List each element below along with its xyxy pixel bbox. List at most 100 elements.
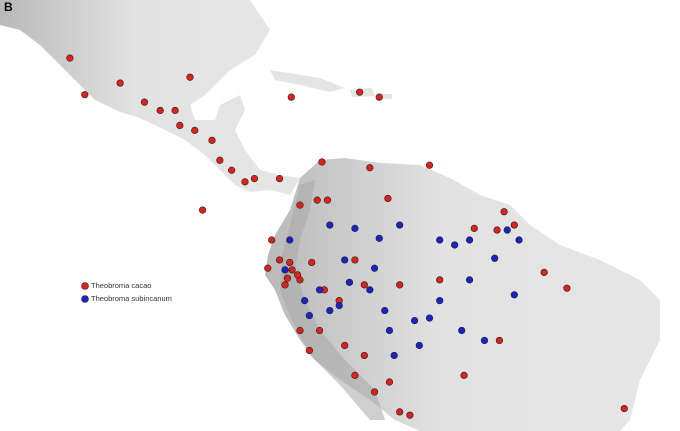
occurrence-point (356, 88, 364, 96)
occurrence-point (465, 236, 474, 244)
occurrence-point (385, 326, 394, 335)
occurrence-point (140, 98, 149, 106)
occurrence-point (396, 221, 404, 229)
occurrence-point (510, 291, 518, 299)
occurrence-point (390, 351, 398, 360)
occurrence-point (275, 256, 284, 264)
occurrence-point (268, 236, 276, 244)
occurrence-point (425, 161, 434, 169)
occurrence-point (503, 226, 511, 234)
occurrence-point (451, 241, 459, 249)
occurrence-point (335, 302, 343, 310)
occurrence-point (281, 281, 289, 289)
occurrence-point (366, 286, 374, 294)
occurrence-point (360, 351, 368, 360)
occurrence-point (563, 284, 571, 292)
land-north-america (0, 0, 300, 195)
occurrence-point (351, 256, 359, 264)
panel-label: B (4, 0, 13, 14)
occurrence-point (345, 278, 354, 286)
occurrence-point (286, 258, 294, 267)
occurrence-point (208, 136, 216, 144)
occurrence-point (460, 371, 468, 379)
legend-label: Theobroma cacao (91, 281, 151, 290)
occurrence-point (415, 341, 423, 350)
occurrence-point (318, 158, 326, 166)
occurrence-point (436, 297, 444, 305)
occurrence-point (375, 93, 383, 101)
occurrence-point (370, 264, 379, 272)
occurrence-point (296, 201, 304, 209)
occurrence-point (396, 408, 404, 416)
occurrence-point (264, 264, 272, 272)
occurrence-point (341, 341, 349, 350)
occurrence-point (288, 266, 296, 274)
legend-label: Theobroma subincanum (91, 294, 172, 303)
occurrence-point (425, 314, 434, 322)
land-south-america (265, 158, 660, 431)
occurrence-point (493, 226, 501, 234)
occurrence-point (540, 268, 548, 276)
occurrence-point (287, 93, 295, 101)
occurrence-point (81, 91, 89, 99)
occurrence-point (250, 174, 259, 183)
occurrence-point (458, 326, 466, 335)
occurrence-point (305, 311, 313, 320)
occurrence-point (515, 236, 523, 244)
occurrence-point (341, 256, 349, 264)
occurrence-point (406, 411, 414, 419)
occurrence-point (384, 194, 392, 203)
occurrence-point (470, 224, 478, 232)
occurrence-point (326, 221, 334, 229)
occurrence-point (305, 346, 313, 355)
occurrence-point (370, 388, 379, 396)
occurrence-point (281, 266, 289, 274)
occurrence-point (186, 73, 194, 81)
occurrence-point (313, 196, 321, 204)
occurrence-point (315, 286, 324, 294)
occurrence-point (228, 166, 236, 174)
occurrence-point (176, 121, 184, 129)
occurrence-point (296, 326, 304, 335)
legend-swatch (81, 282, 89, 290)
occurrence-point (275, 174, 284, 183)
occurrence-point (436, 236, 444, 244)
occurrence-point (241, 178, 249, 186)
occurrence-point (381, 306, 389, 315)
legend-swatch (81, 295, 89, 303)
occurrence-point (326, 306, 334, 315)
occurrence-point (308, 258, 316, 267)
occurrence-point (216, 156, 224, 164)
occurrence-point (491, 254, 499, 262)
andes-relief (280, 180, 385, 420)
occurrence-point (396, 281, 404, 289)
occurrence-point (436, 276, 444, 284)
occurrence-point (385, 378, 394, 386)
occurrence-point (301, 297, 309, 305)
occurrence-point (66, 54, 74, 62)
occurrence-point (191, 126, 199, 134)
occurrence-point (410, 316, 419, 325)
occurrence-point (293, 271, 302, 279)
occurrence-point (510, 221, 518, 229)
occurrence-point (286, 236, 294, 244)
occurrence-point (156, 106, 164, 115)
occurrence-point (495, 336, 503, 345)
occurrence-point (375, 234, 383, 242)
occurrence-point (323, 196, 332, 204)
occurrence-point (315, 326, 324, 335)
occurrence-point (351, 224, 359, 232)
occurrence-point (465, 276, 474, 284)
occurrence-point (283, 274, 291, 282)
occurrence-point (480, 336, 489, 345)
occurrence-point (620, 404, 628, 413)
occurrence-point (360, 281, 368, 289)
occurrence-point (171, 106, 179, 115)
occurrence-point (366, 164, 374, 172)
occurrence-point (500, 208, 508, 216)
occurrence-point (116, 79, 124, 87)
occurrence-point (351, 371, 359, 379)
occurrence-point (198, 206, 207, 214)
